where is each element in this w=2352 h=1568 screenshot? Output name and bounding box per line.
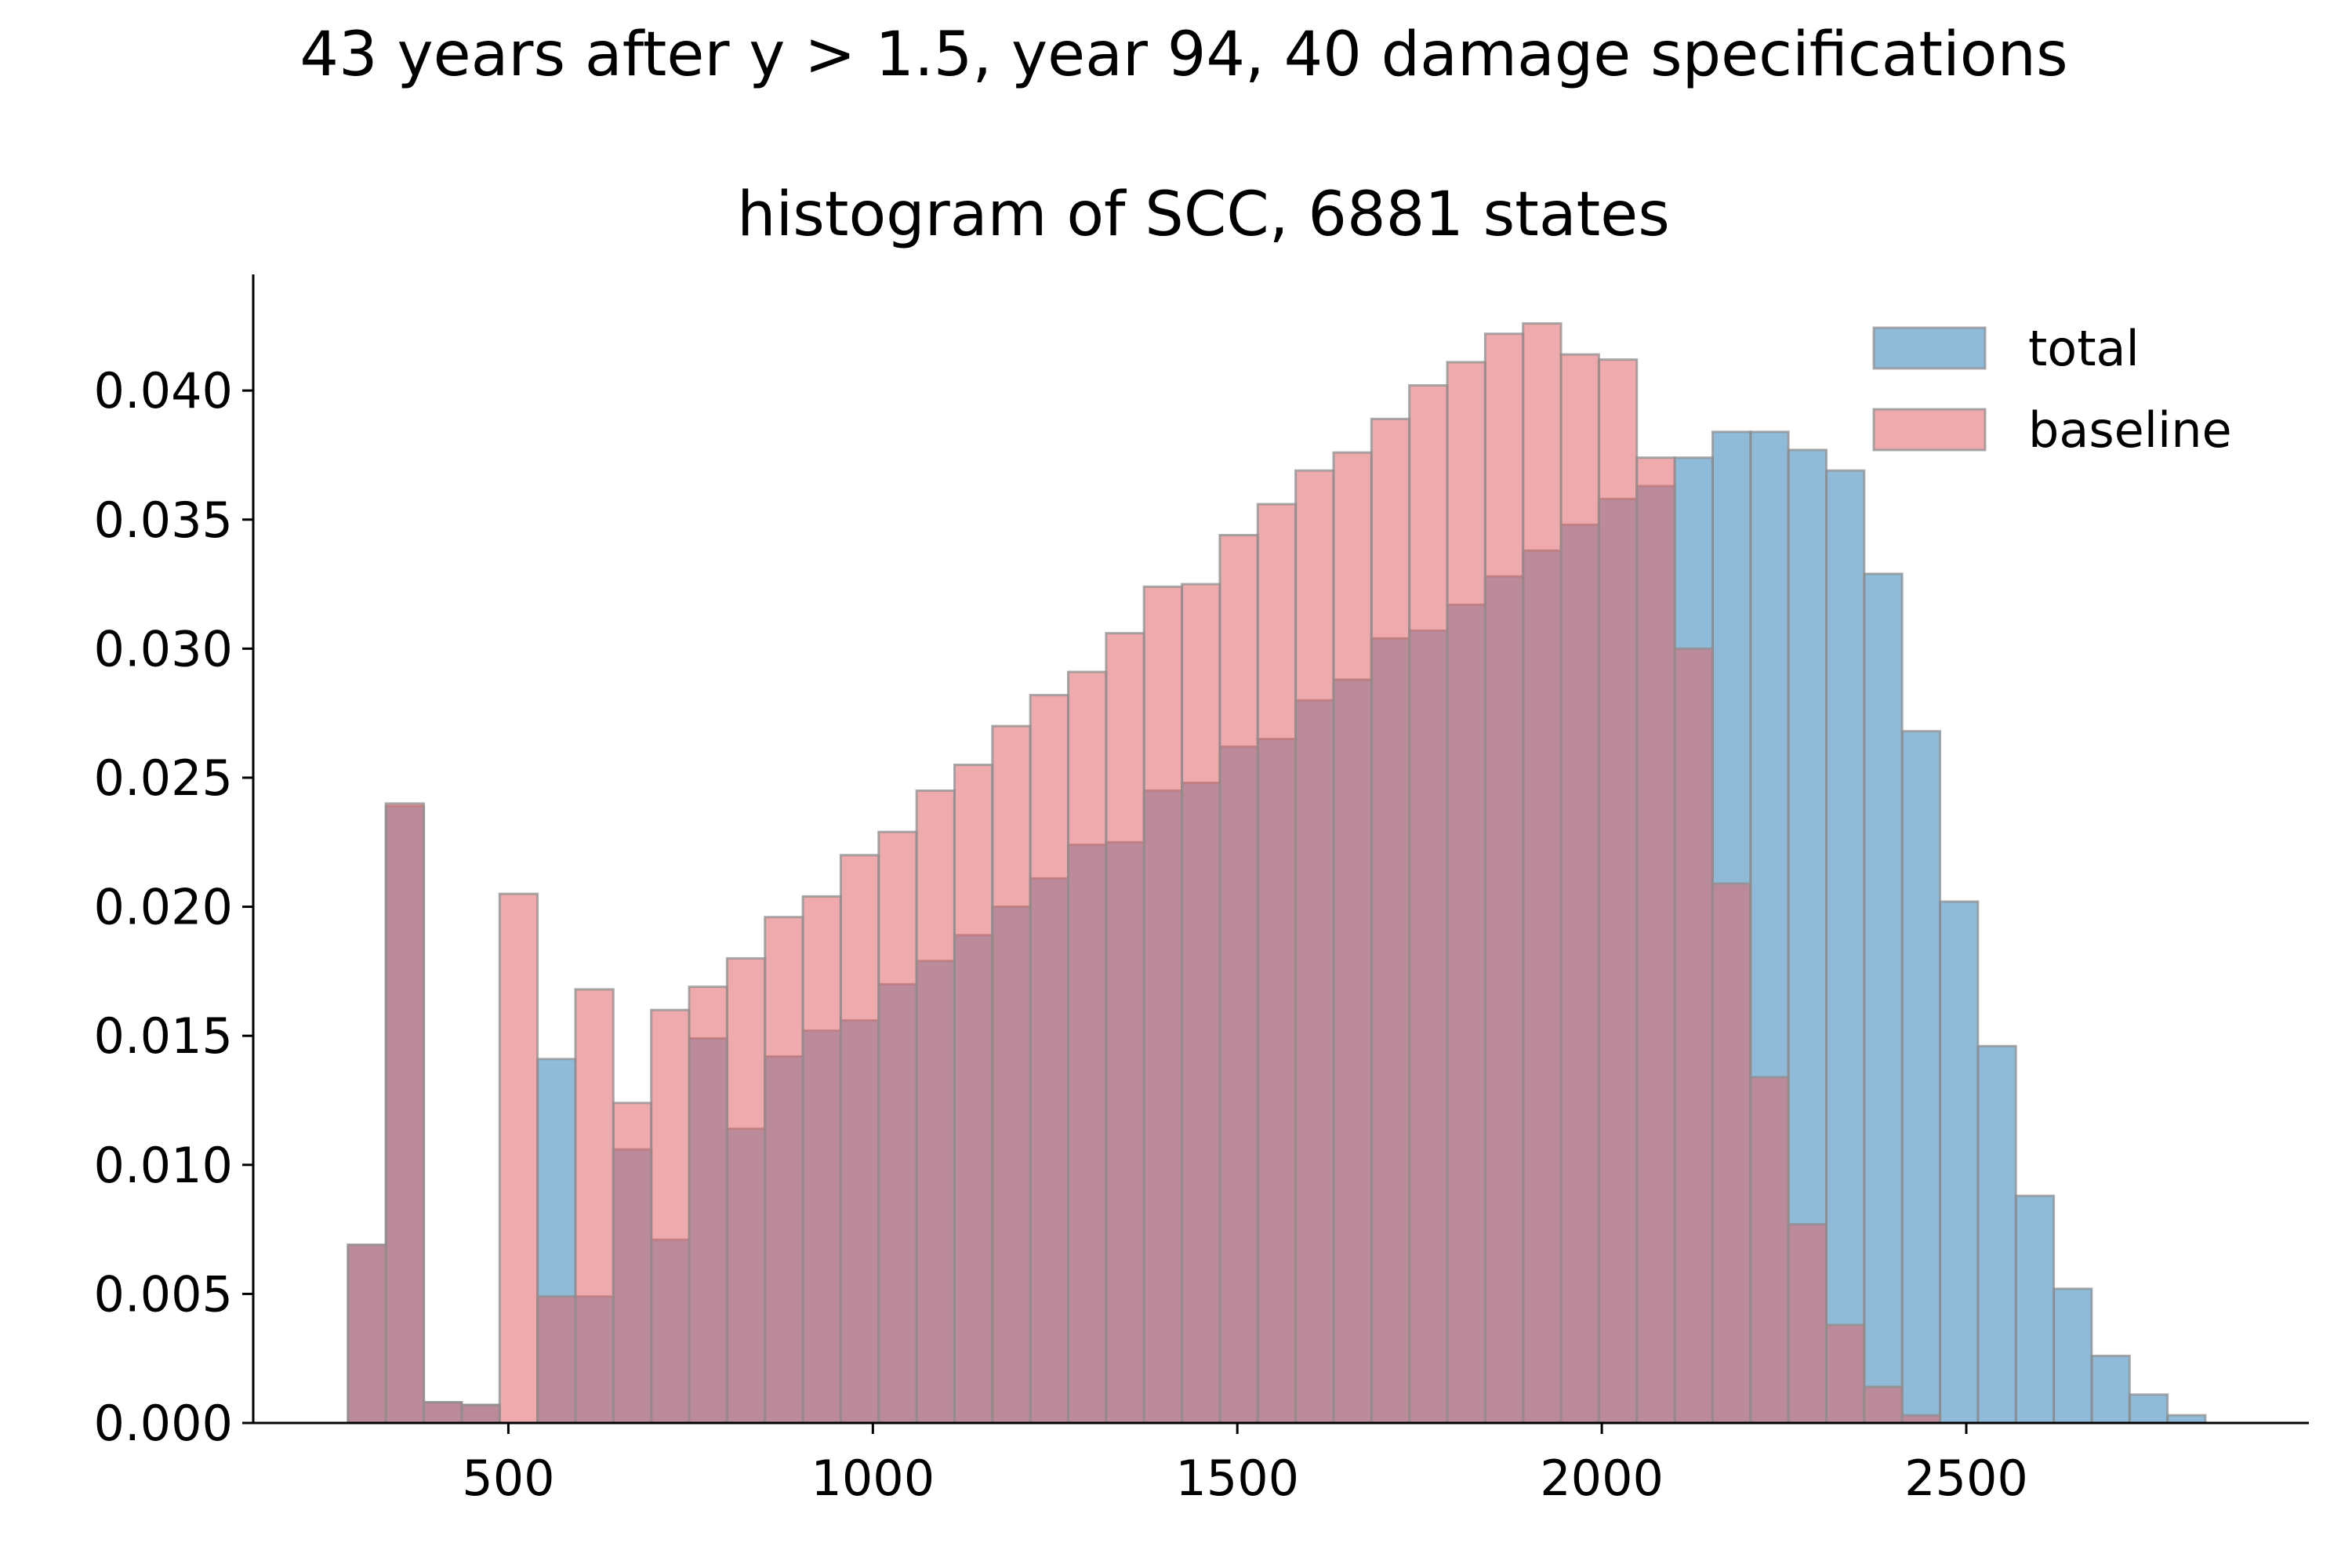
total-bar <box>1976 1044 2017 1425</box>
y-axis-ticks: 0.000 0.005 0.010 0.015 0.020 0.025 0.030 0.035… <box>94 362 253 1452</box>
baseline-bar <box>1635 456 1676 1425</box>
y-tick-label: 0.020 <box>94 879 234 936</box>
x-tick-label: 500 <box>462 1450 554 1507</box>
baseline-bar <box>1863 1385 1904 1425</box>
baseline-bar <box>574 988 615 1425</box>
baseline-bar <box>1559 353 1600 1425</box>
baseline-bar <box>764 916 804 1425</box>
baseline-bar <box>612 1102 653 1425</box>
legend-label-baseline: baseline <box>2028 401 2232 459</box>
figure-suptitle: 43 years after y > 1.5, year 94, 40 dama… <box>299 20 2067 90</box>
baseline-bar <box>1711 882 1752 1425</box>
baseline-bar <box>1370 417 1411 1425</box>
baseline-bar <box>1483 332 1525 1425</box>
chart-title: histogram of SCC, 6881 states <box>737 180 1670 250</box>
x-tick-label: 1500 <box>1175 1450 1299 1507</box>
baseline-bar <box>384 802 426 1425</box>
total-bar <box>1824 469 1866 1425</box>
baseline-bar <box>1408 384 1449 1425</box>
baseline-bar <box>991 724 1032 1425</box>
x-tick-label: 1000 <box>811 1450 935 1507</box>
baseline-bar <box>1105 632 1145 1425</box>
baseline-bar <box>498 892 539 1425</box>
y-tick-label: 0.030 <box>94 620 234 677</box>
y-tick-label: 0.025 <box>94 750 234 807</box>
baseline-bar <box>460 1403 501 1425</box>
baseline-bar <box>1218 534 1259 1425</box>
legend-swatch-baseline <box>1872 408 1987 452</box>
total-bar <box>2053 1287 2093 1425</box>
baseline-bar <box>915 789 956 1425</box>
baseline-bar <box>536 1295 577 1425</box>
baseline-bar <box>1142 585 1184 1425</box>
baseline-bar <box>1029 694 1070 1425</box>
legend-swatch-total <box>1872 326 1987 370</box>
baseline-bar <box>1256 503 1298 1425</box>
total-bar <box>1900 730 1942 1425</box>
baseline-bar <box>1067 670 1108 1425</box>
x-tick-label: 2000 <box>1540 1450 1664 1507</box>
total-bar <box>2014 1194 2056 1425</box>
legend: total baseline <box>1872 320 2232 459</box>
baseline-bar <box>1673 647 1714 1425</box>
baseline-bar <box>347 1243 387 1425</box>
y-tick-label: 0.000 <box>94 1395 234 1452</box>
total-bar <box>2128 1393 2169 1425</box>
x-axis-ticks: 500 1000 1500 2000 2500 <box>462 1423 2028 1507</box>
baseline-bar <box>1294 469 1335 1425</box>
baseline-bar <box>953 764 994 1425</box>
baseline-bar <box>1522 322 1563 1425</box>
y-tick-label: 0.005 <box>94 1265 234 1323</box>
baseline-bar <box>423 1401 463 1425</box>
legend-label-total: total <box>2028 320 2140 377</box>
baseline-bar <box>877 830 918 1425</box>
baseline-bar <box>1749 1076 1790 1425</box>
y-tick-label: 0.010 <box>94 1137 234 1194</box>
baseline-bar <box>1446 361 1486 1425</box>
baseline-bar <box>725 956 767 1425</box>
baseline-bar <box>1181 583 1221 1425</box>
series-baseline <box>347 322 1942 1425</box>
baseline-bar <box>1787 1223 1828 1425</box>
y-tick-label: 0.035 <box>94 492 234 549</box>
baseline-bar <box>1597 358 1639 1425</box>
baseline-bar <box>839 854 880 1425</box>
total-bar <box>1863 572 1904 1425</box>
total-bar <box>1939 900 1980 1425</box>
baseline-bar <box>650 1008 691 1425</box>
baseline-bar <box>1332 451 1373 1425</box>
x-tick-label: 2500 <box>1904 1450 2028 1507</box>
baseline-bar <box>801 895 842 1425</box>
y-tick-label: 0.040 <box>94 362 234 419</box>
baseline-bar <box>688 985 728 1425</box>
histogram-bars <box>347 322 2207 1425</box>
y-tick-label: 0.015 <box>94 1007 234 1065</box>
total-bar <box>2090 1354 2131 1425</box>
baseline-bar <box>1824 1323 1866 1425</box>
